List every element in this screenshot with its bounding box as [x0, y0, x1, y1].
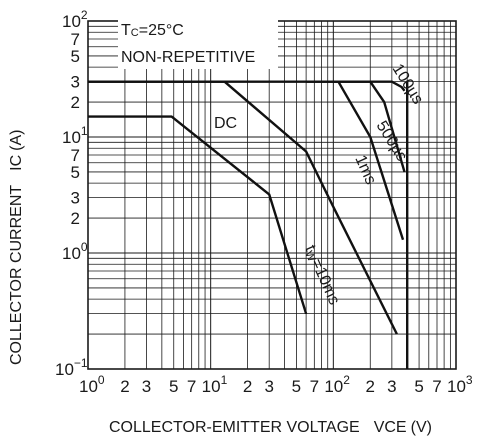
x-tick-label-minor: 5: [169, 377, 178, 396]
x-tick-label-minor: 3: [264, 377, 273, 396]
x-tick-label-minor: 7: [432, 377, 441, 396]
x-tick-label-minor: 5: [414, 377, 423, 396]
series-line: [88, 115, 308, 315]
annotation-background: [118, 17, 278, 69]
curve-label-1ms: 1ms: [351, 153, 379, 188]
x-tick-label-minor: 5: [292, 377, 301, 396]
grid-lines: [87, 20, 457, 370]
y-tick-label-minor: 2: [71, 209, 80, 228]
x-axis-title: COLLECTOR-EMITTER VOLTAGE VCE (V): [109, 419, 432, 436]
y-tick-label-decade: 10−1: [55, 356, 88, 379]
annotation-box: TC=25°C NON-REPETITIVE: [118, 17, 278, 69]
y-tick-label-minor: 3: [71, 189, 80, 208]
x-tick-label-minor: 2: [243, 377, 252, 396]
y-tick-label-minor: 5: [71, 163, 80, 182]
series-lines: [88, 80, 409, 369]
x-tick-label-minor: 7: [187, 377, 196, 396]
y-tick-label-minor: 5: [71, 47, 80, 66]
x-tick-label-minor: 7: [310, 377, 319, 396]
temperature-annotation: TC=25°C: [121, 22, 184, 39]
x-tick-label-minor: 3: [387, 377, 396, 396]
y-axis-title: COLLECTOR CURRENTIC(A): [8, 130, 25, 366]
y-tick-label-decade: 101: [62, 124, 88, 147]
x-tick-label-decade: 103: [447, 373, 473, 396]
y-tick-label-minor: 3: [71, 73, 80, 92]
x-tick-label-minor: 2: [366, 377, 375, 396]
dc-label-background: [212, 111, 244, 133]
mode-annotation: NON-REPETITIVE: [121, 49, 255, 66]
series-line: [88, 80, 406, 92]
y-tick-label-minor: 7: [71, 146, 80, 165]
x-tick-label-minor: 3: [142, 377, 151, 396]
x-tick-label-decade: 100: [79, 373, 105, 396]
y-tick-label-minor: 7: [71, 30, 80, 49]
y-tick-label-decade: 102: [62, 8, 88, 31]
x-tick-label-decade: 101: [202, 373, 228, 396]
x-tick-label-minor: 2: [120, 377, 129, 396]
x-tick-label-decade: 102: [324, 373, 350, 396]
y-tick-label-decade: 100: [62, 240, 88, 263]
curve-label-500us: 500µs: [373, 118, 411, 164]
y-tick-label-minor: 2: [71, 93, 80, 112]
curve-label-dc: DC: [214, 115, 237, 132]
